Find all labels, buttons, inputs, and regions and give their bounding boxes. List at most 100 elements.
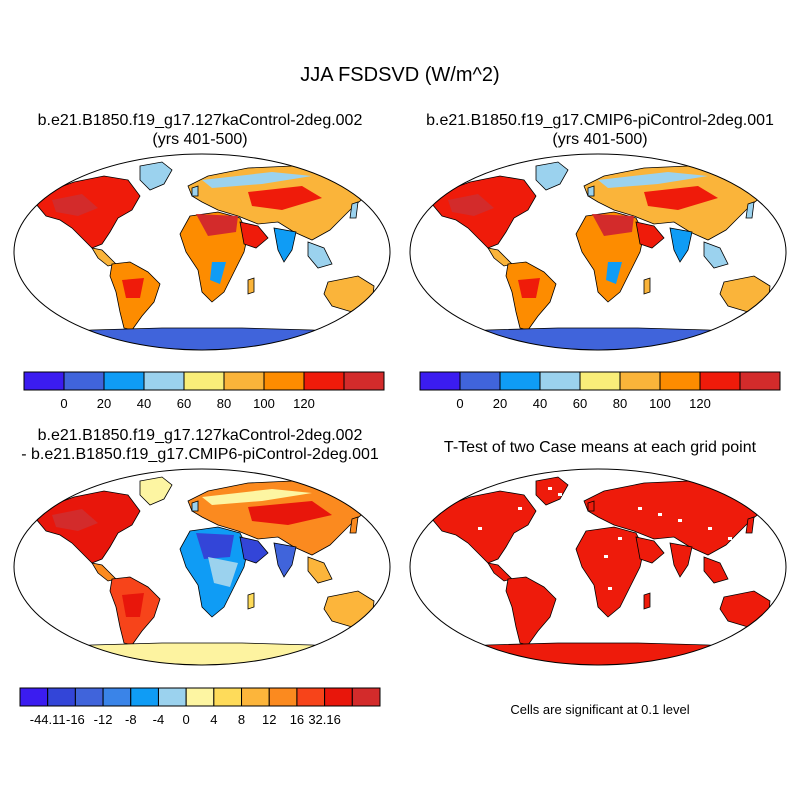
panel-4-title: T-Test of two Case means at each grid po… bbox=[400, 438, 800, 457]
land-greenland bbox=[535, 161, 569, 191]
map-border bbox=[13, 468, 391, 666]
land-africa bbox=[575, 211, 645, 303]
panel-2-title: b.e21.B1850.f19_g17.CMIP6-piControl-2deg… bbox=[400, 111, 800, 149]
colorbar-abs-label: 120 bbox=[689, 396, 711, 411]
land-madagascar bbox=[247, 277, 255, 295]
colorbar-abs-box bbox=[23, 371, 65, 391]
colorbar-diff-label: -12 bbox=[94, 712, 113, 727]
land-greenland bbox=[535, 476, 569, 506]
panel-3-title: b.e21.B1850.f19_g17.127kaControl-2deg.00… bbox=[0, 426, 400, 464]
map-panel-4 bbox=[409, 468, 787, 666]
land-madagascar bbox=[247, 592, 255, 610]
colorbar-abs-box bbox=[619, 371, 661, 391]
field-patch bbox=[196, 214, 238, 236]
figure-title: JJA FSDSVD (W/m^2) bbox=[300, 64, 500, 86]
colorbar-diff-label: 0 bbox=[183, 712, 190, 727]
colorbar-abs-box bbox=[699, 371, 741, 391]
panel-2-title-line2: (yrs 401-500) bbox=[552, 131, 648, 148]
land-southAmerica bbox=[505, 576, 557, 646]
colorbar-abs-label: 100 bbox=[253, 396, 275, 411]
colorbar-abs-label: 40 bbox=[137, 396, 151, 411]
colorbar-abs-box bbox=[223, 371, 265, 391]
nonsig-cell bbox=[618, 537, 622, 540]
colorbar-abs-label: 80 bbox=[217, 396, 231, 411]
colorbar-diff-label: 4 bbox=[210, 712, 217, 727]
panel-1-title: b.e21.B1850.f19_g17.127kaControl-2deg.00… bbox=[0, 111, 400, 149]
colorbar-diff-label: 32.16 bbox=[308, 712, 341, 727]
colorbar-abs-label: 80 bbox=[613, 396, 627, 411]
panel-3-title-line1: b.e21.B1850.f19_g17.127kaControl-2deg.00… bbox=[37, 427, 363, 444]
colorbar-abs-box bbox=[659, 371, 701, 391]
colorbar-abs-label: 60 bbox=[177, 396, 191, 411]
land-madagascar bbox=[643, 592, 651, 610]
nonsig-cell bbox=[548, 487, 552, 490]
land-arabia bbox=[239, 221, 269, 249]
colorbar-abs-box bbox=[143, 371, 185, 391]
field-patch bbox=[52, 509, 98, 531]
field-patch bbox=[592, 214, 634, 236]
colorbar-diff-label: -16 bbox=[66, 712, 85, 727]
field-patch bbox=[52, 194, 98, 216]
colorbar-diff-box bbox=[268, 687, 298, 707]
colorbar-diff-box bbox=[185, 687, 215, 707]
colorbar-abs-label: 20 bbox=[97, 396, 111, 411]
colorbar-top-right: 0 20 40 60 80 100 120 bbox=[419, 371, 781, 411]
field-patch bbox=[202, 172, 312, 188]
field-patch bbox=[248, 186, 322, 210]
colorbar-diff-box bbox=[102, 687, 132, 707]
land-uk bbox=[191, 500, 199, 512]
field-patch bbox=[122, 278, 144, 298]
land-seAsia bbox=[703, 241, 729, 269]
map-border bbox=[409, 153, 787, 351]
land-india bbox=[669, 542, 693, 578]
nonsig-cell bbox=[728, 537, 732, 540]
nonsig-cell bbox=[478, 527, 482, 530]
nonsig-cell bbox=[604, 555, 608, 558]
land-india bbox=[669, 227, 693, 263]
map-border bbox=[13, 153, 391, 351]
land-uk bbox=[587, 500, 595, 512]
land-greenland bbox=[139, 161, 173, 191]
colorbar-abs-box bbox=[579, 371, 621, 391]
land-arabia bbox=[239, 536, 269, 564]
colorbar-abs-box bbox=[499, 371, 541, 391]
land-antarctica bbox=[30, 642, 374, 665]
land-india bbox=[273, 542, 297, 578]
significance-note: Cells are significant at 0.1 level bbox=[510, 702, 690, 717]
colorbar-diff-box bbox=[19, 687, 49, 707]
colorbar-diff-box bbox=[324, 687, 353, 707]
field-patch bbox=[208, 557, 238, 587]
panel-1-title-line2: (yrs 401-500) bbox=[152, 131, 248, 148]
field-patch bbox=[122, 593, 144, 617]
colorbar-diff-box bbox=[74, 687, 104, 707]
field-patch bbox=[606, 262, 622, 284]
panel-3-title-line2: - b.e21.B1850.f19_g17.CMIP6-piControl-2d… bbox=[21, 446, 379, 463]
colorbar-abs-label: 60 bbox=[573, 396, 587, 411]
land-arabia bbox=[635, 536, 665, 564]
colorbar-diff-label: 8 bbox=[238, 712, 245, 727]
land-japan bbox=[349, 516, 359, 534]
nonsig-cell bbox=[608, 587, 612, 590]
land-japan bbox=[745, 201, 755, 219]
field-patch bbox=[644, 186, 718, 210]
land-india bbox=[273, 227, 297, 263]
colorbar-abs-label: 100 bbox=[649, 396, 671, 411]
colorbar-diff-label: 16 bbox=[290, 712, 304, 727]
field-patch bbox=[196, 533, 234, 559]
map-border bbox=[409, 468, 787, 666]
colorbar-abs-box bbox=[103, 371, 145, 391]
panel-4-title-line1: T-Test of two Case means at each grid po… bbox=[443, 439, 757, 456]
colorbar-abs-box bbox=[419, 371, 461, 391]
colorbar-abs-box bbox=[459, 371, 501, 391]
colorbar-abs-label: 120 bbox=[293, 396, 315, 411]
colorbar-diff-label: 12 bbox=[262, 712, 276, 727]
land-seAsia bbox=[307, 556, 333, 584]
colorbar-abs-box bbox=[343, 371, 385, 391]
land-antarctica bbox=[426, 642, 770, 665]
field-patch bbox=[248, 501, 332, 525]
land-antarctica bbox=[30, 327, 374, 350]
colorbar-abs-box bbox=[539, 371, 581, 391]
colorbar-abs-label: 40 bbox=[533, 396, 547, 411]
field-patch bbox=[518, 278, 540, 298]
colorbar-diff-box bbox=[47, 687, 76, 707]
